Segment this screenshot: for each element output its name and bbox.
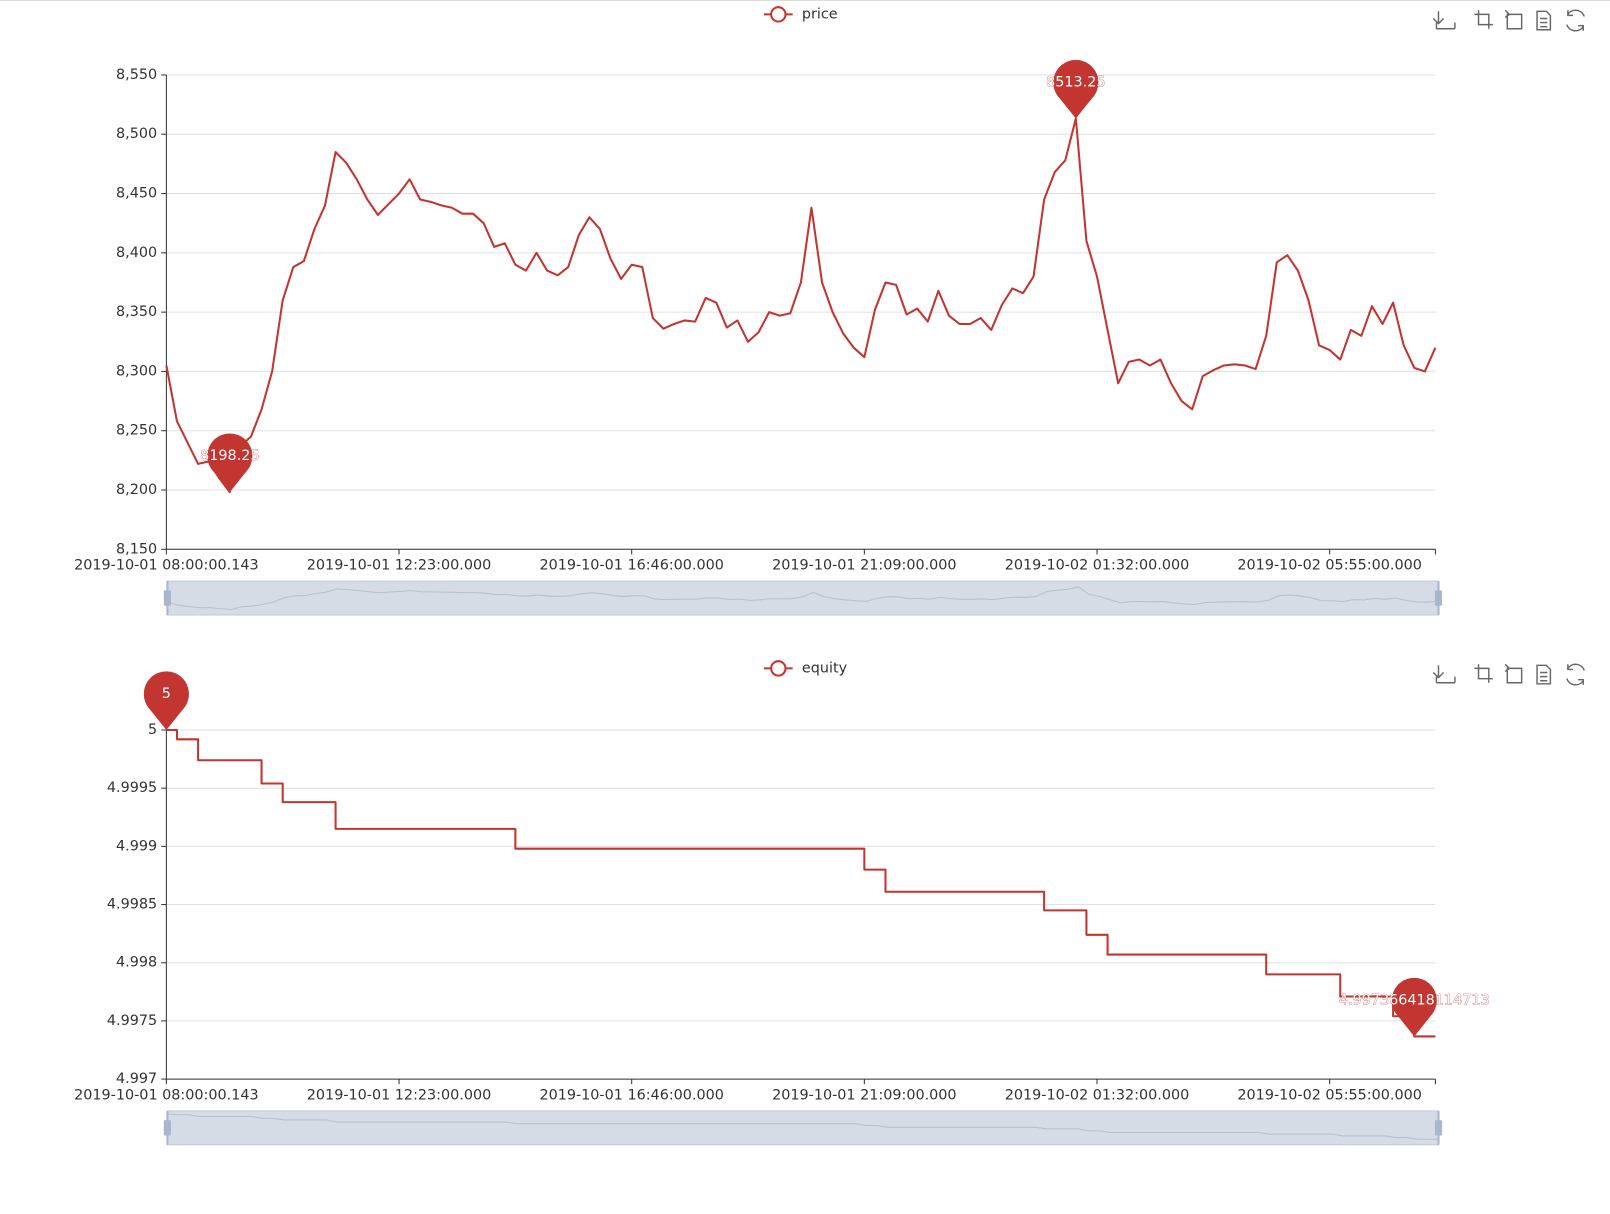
y-tick-label: 4.9985 (107, 897, 157, 913)
zoom-shadow (167, 1113, 1439, 1140)
handle-grip (1434, 1120, 1443, 1136)
y-tick-label: 8,350 (116, 304, 157, 320)
mark-label: 5 (162, 686, 171, 702)
y-tick-label: 4.998 (116, 955, 157, 971)
toolbox (1432, 663, 1585, 686)
y-tick-label: 8,200 (116, 482, 157, 498)
y-tick-label: 4.9975 (107, 1013, 157, 1029)
handle-grip (1434, 590, 1443, 606)
x-tick-label: 2019-10-01 16:46:00.000 (539, 558, 723, 574)
x-tick-label: 2019-10-02 01:32:00.000 (1005, 1088, 1189, 1104)
mark-label: 8513.25 (1046, 75, 1105, 91)
zoom-back[interactable] (1504, 9, 1523, 30)
x-tick-label: 2019-10-02 05:55:00.000 (1237, 1088, 1421, 1104)
x-tick-label: 2019-10-01 16:46:00.000 (539, 1088, 723, 1104)
series-line (165, 117, 1437, 494)
legend-label: price (802, 6, 838, 22)
y-tick-label: 5 (148, 722, 157, 738)
x-tick-label: 2019-10-01 12:23:00.000 (307, 1088, 491, 1104)
restore[interactable] (1566, 663, 1585, 686)
mark-pin (1053, 59, 1099, 119)
x-tick-label: 2019-10-02 05:55:00.000 (1237, 558, 1421, 574)
legend-label: equity (802, 660, 848, 676)
y-tick-label: 8,250 (116, 423, 157, 439)
save-image[interactable] (1432, 665, 1456, 684)
zoom-back[interactable] (1504, 663, 1523, 684)
x-tick-label: 2019-10-02 01:32:00.000 (1005, 558, 1189, 574)
zoom-handle[interactable] (1434, 1110, 1443, 1145)
toolbox (1432, 9, 1585, 32)
legend-symbol (770, 6, 787, 23)
handle-grip (163, 590, 171, 606)
y-tick-label: 8,400 (116, 245, 157, 261)
legend-item[interactable]: equity (763, 660, 848, 677)
x-tick-label: 2019-10-01 08:00:00.143 (74, 558, 258, 574)
zoom-handle[interactable] (163, 581, 171, 616)
zoom-handle[interactable] (163, 1110, 171, 1145)
data-view[interactable] (1536, 664, 1552, 685)
data-view[interactable] (1536, 10, 1552, 31)
x-tick-label: 2019-10-01 21:09:00.000 (772, 1088, 956, 1104)
mark-pin (143, 671, 189, 731)
x-tick-label: 2019-10-01 12:23:00.000 (307, 558, 491, 574)
x-tick-label: 2019-10-01 08:00:00.143 (74, 1088, 258, 1104)
handle-grip (163, 1120, 171, 1136)
mark-label: 4.997366418114713 (1339, 993, 1490, 1009)
legend-symbol (770, 660, 787, 677)
legend-item[interactable]: price (763, 6, 838, 23)
series-line (166, 728, 1436, 1038)
y-tick-label: 8,300 (116, 363, 157, 379)
y-tick-label: 8,500 (116, 126, 157, 142)
y-tick-label: 4.997 (116, 1071, 157, 1087)
save-image[interactable] (1432, 11, 1456, 30)
zoom-handle[interactable] (1434, 581, 1443, 616)
y-tick-label: 4.9995 (107, 780, 157, 796)
zoom[interactable] (1474, 10, 1493, 29)
mark-pin (1391, 977, 1437, 1037)
y-tick-label: 8,550 (116, 67, 157, 83)
mark-pin (207, 433, 253, 493)
restore[interactable] (1566, 9, 1585, 32)
zoom[interactable] (1474, 664, 1493, 683)
zoom-shadow (167, 586, 1439, 611)
y-tick-label: 8,450 (116, 186, 157, 202)
zoom-slider[interactable] (166, 580, 1440, 616)
mark-label: 8198.25 (200, 448, 259, 464)
x-tick-label: 2019-10-01 21:09:00.000 (772, 558, 956, 574)
zoom-slider[interactable] (166, 1110, 1440, 1146)
y-tick-label: 8,150 (116, 541, 157, 557)
y-tick-label: 4.999 (116, 838, 157, 854)
